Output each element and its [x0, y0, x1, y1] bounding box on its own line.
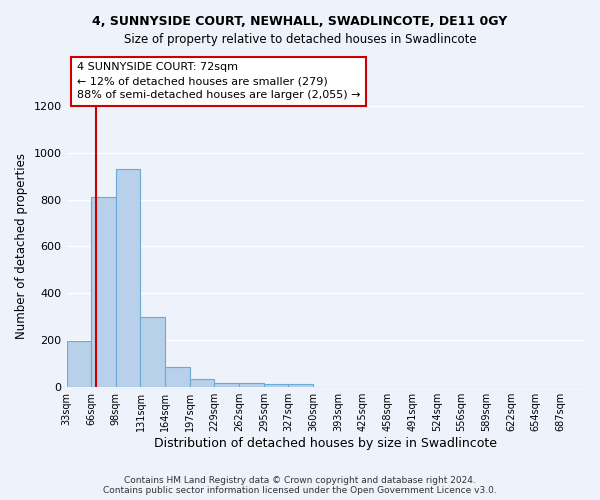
- Bar: [140, 317, 166, 387]
- Bar: [116, 169, 140, 387]
- Text: Size of property relative to detached houses in Swadlincote: Size of property relative to detached ho…: [124, 32, 476, 46]
- Bar: [264, 384, 289, 387]
- Bar: [166, 368, 190, 387]
- X-axis label: Distribution of detached houses by size in Swadlincote: Distribution of detached houses by size …: [154, 437, 497, 450]
- Bar: [91, 197, 116, 387]
- Bar: [190, 379, 214, 387]
- Bar: [214, 382, 239, 387]
- Text: Contains HM Land Registry data © Crown copyright and database right 2024.
Contai: Contains HM Land Registry data © Crown c…: [103, 476, 497, 495]
- Y-axis label: Number of detached properties: Number of detached properties: [15, 154, 28, 340]
- Bar: [239, 383, 264, 387]
- Text: 4, SUNNYSIDE COURT, NEWHALL, SWADLINCOTE, DE11 0GY: 4, SUNNYSIDE COURT, NEWHALL, SWADLINCOTE…: [92, 15, 508, 28]
- Text: 4 SUNNYSIDE COURT: 72sqm
← 12% of detached houses are smaller (279)
88% of semi-: 4 SUNNYSIDE COURT: 72sqm ← 12% of detach…: [77, 62, 361, 100]
- Bar: [67, 342, 91, 387]
- Bar: [289, 384, 313, 387]
